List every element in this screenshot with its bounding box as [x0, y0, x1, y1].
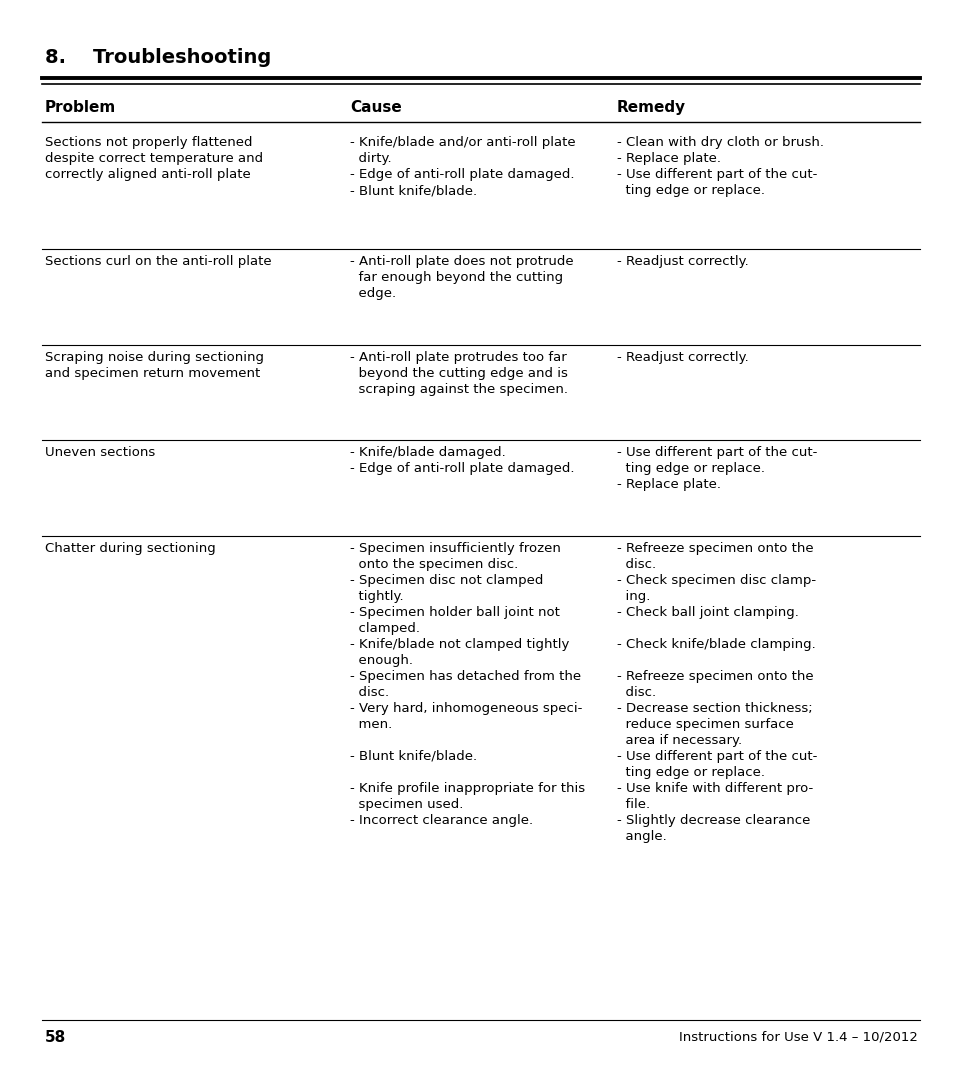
- Text: Problem: Problem: [45, 100, 116, 114]
- Text: Cause: Cause: [350, 100, 401, 114]
- Text: Uneven sections: Uneven sections: [45, 446, 155, 459]
- Text: 8.    Troubleshooting: 8. Troubleshooting: [45, 48, 271, 67]
- Text: - Knife/blade damaged.
- Edge of anti-roll plate damaged.: - Knife/blade damaged. - Edge of anti-ro…: [350, 446, 574, 475]
- Text: - Clean with dry cloth or brush.
- Replace plate.
- Use different part of the cu: - Clean with dry cloth or brush. - Repla…: [617, 136, 823, 197]
- Text: - Readjust correctly.: - Readjust correctly.: [617, 255, 748, 268]
- Text: Remedy: Remedy: [617, 100, 685, 114]
- Text: - Refreeze specimen onto the
  disc.
- Check specimen disc clamp-
  ing.
- Check: - Refreeze specimen onto the disc. - Che…: [617, 542, 817, 842]
- Text: 58: 58: [45, 1030, 66, 1045]
- Text: Chatter during sectioning: Chatter during sectioning: [45, 542, 215, 555]
- Text: - Knife/blade and/or anti-roll plate
  dirty.
- Edge of anti-roll plate damaged.: - Knife/blade and/or anti-roll plate dir…: [350, 136, 575, 197]
- Text: Instructions for Use V 1.4 – 10/2012: Instructions for Use V 1.4 – 10/2012: [679, 1030, 917, 1043]
- Text: Sections not properly flattened
despite correct temperature and
correctly aligne: Sections not properly flattened despite …: [45, 136, 263, 181]
- Text: - Readjust correctly.: - Readjust correctly.: [617, 351, 748, 364]
- Text: Scraping noise during sectioning
and specimen return movement: Scraping noise during sectioning and spe…: [45, 351, 264, 380]
- Text: - Anti-roll plate protrudes too far
  beyond the cutting edge and is
  scraping : - Anti-roll plate protrudes too far beyo…: [350, 351, 567, 395]
- Text: Sections curl on the anti-roll plate: Sections curl on the anti-roll plate: [45, 255, 272, 268]
- Text: - Use different part of the cut-
  ting edge or replace.
- Replace plate.: - Use different part of the cut- ting ed…: [617, 446, 817, 491]
- Text: - Specimen insufficiently frozen
  onto the specimen disc.
- Specimen disc not c: - Specimen insufficiently frozen onto th…: [350, 542, 584, 826]
- Text: - Anti-roll plate does not protrude
  far enough beyond the cutting
  edge.: - Anti-roll plate does not protrude far …: [350, 255, 573, 300]
